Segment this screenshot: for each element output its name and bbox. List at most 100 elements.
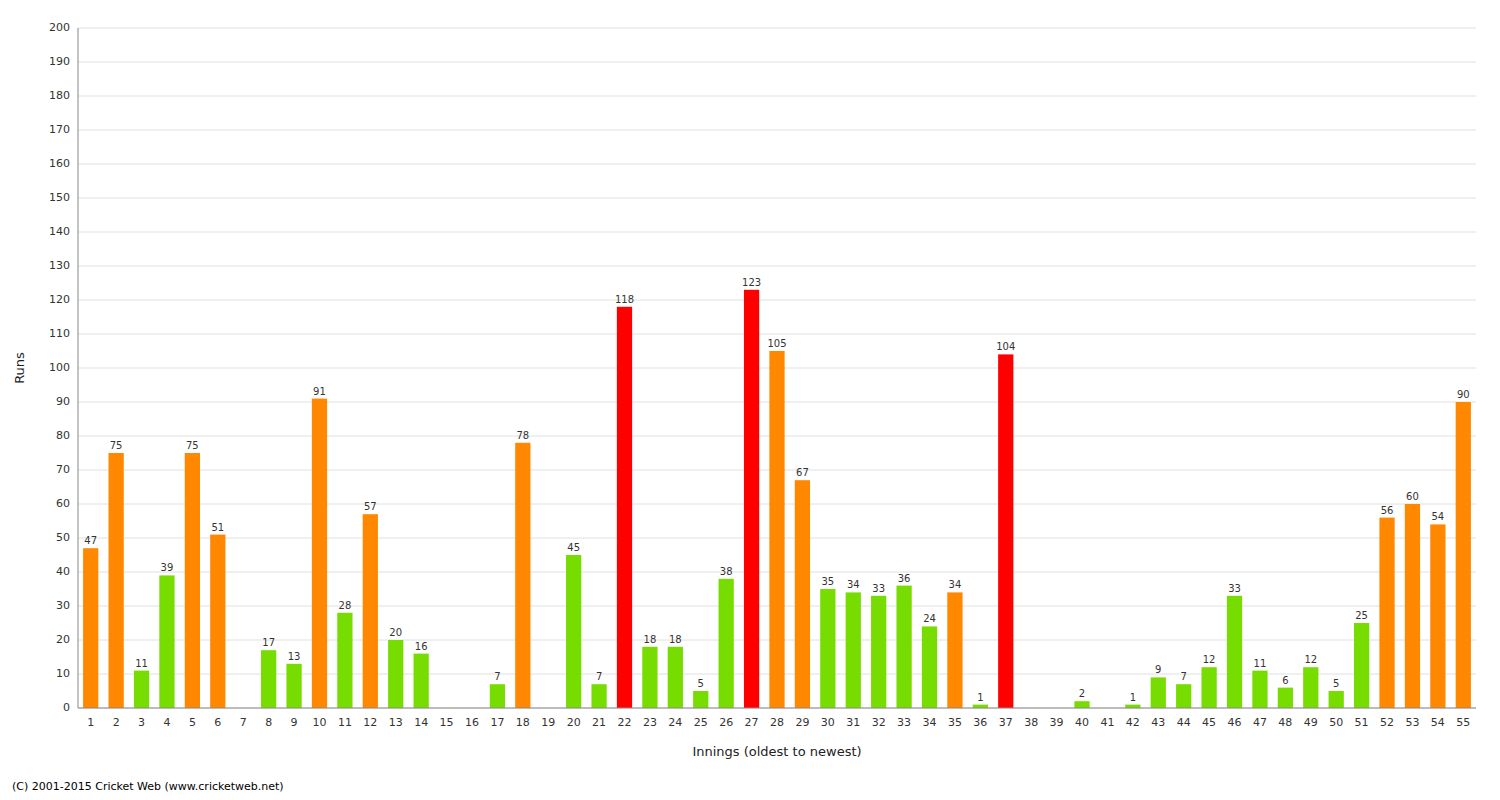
bar [922, 626, 937, 708]
grid-line [78, 198, 1476, 199]
bar [185, 453, 200, 708]
x-tick-label: 5 [189, 716, 196, 729]
y-tick-label: 60 [56, 497, 70, 510]
x-tick-label: 44 [1177, 716, 1191, 729]
grid-line [78, 62, 1476, 63]
data-label: 24 [923, 613, 936, 624]
data-label: 2 [1079, 688, 1085, 699]
grid-line [78, 708, 1476, 709]
y-tick-label: 80 [56, 429, 70, 442]
bar [1227, 596, 1242, 708]
x-tick-label: 45 [1202, 716, 1216, 729]
bar [312, 399, 327, 708]
bar [947, 592, 962, 708]
bar [1430, 524, 1445, 708]
x-tick-label: 13 [389, 716, 403, 729]
data-label: 33 [1228, 583, 1241, 594]
bar [1303, 667, 1318, 708]
bar [414, 654, 429, 708]
data-label: 7 [1181, 671, 1187, 682]
x-tick-label: 30 [821, 716, 835, 729]
x-tick-label: 7 [240, 716, 247, 729]
data-label: 5 [698, 678, 704, 689]
x-tick-label: 46 [1228, 716, 1242, 729]
data-label: 7 [494, 671, 500, 682]
grid-line [78, 164, 1476, 165]
y-tick-label: 50 [56, 531, 70, 544]
x-tick-label: 37 [999, 716, 1013, 729]
y-tick-label: 120 [49, 293, 70, 306]
x-tick-label: 47 [1253, 716, 1267, 729]
bar [337, 613, 352, 708]
bar [642, 647, 657, 708]
data-label: 38 [720, 566, 733, 577]
bar [795, 480, 810, 708]
y-tick-label: 40 [56, 565, 70, 578]
bar [1201, 667, 1216, 708]
bar [719, 579, 734, 708]
y-tick-label: 30 [56, 599, 70, 612]
data-label: 9 [1155, 664, 1161, 675]
x-tick-label: 12 [363, 716, 377, 729]
bar [1252, 671, 1267, 708]
x-tick-label: 24 [668, 716, 682, 729]
bar [159, 575, 174, 708]
x-tick-label: 31 [846, 716, 860, 729]
x-tick-label: 1 [87, 716, 94, 729]
data-label: 17 [262, 637, 275, 648]
bar [1354, 623, 1369, 708]
bar [1176, 684, 1191, 708]
bars [83, 290, 1471, 708]
bar [846, 592, 861, 708]
y-tick-label: 110 [49, 327, 70, 340]
x-tick-label: 48 [1278, 716, 1292, 729]
x-tick-label: 10 [312, 716, 326, 729]
y-axis-title: Runs [12, 352, 27, 384]
x-tick-label: 28 [770, 716, 784, 729]
bar [871, 596, 886, 708]
bar [515, 443, 530, 708]
bar [668, 647, 683, 708]
bar [744, 290, 759, 708]
data-label: 11 [135, 658, 148, 669]
data-label: 67 [796, 467, 809, 478]
grid-line [78, 28, 1476, 29]
x-tick-label: 4 [163, 716, 170, 729]
x-tick-label: 26 [719, 716, 733, 729]
x-tick-label: 53 [1405, 716, 1419, 729]
y-axis-line [78, 28, 79, 708]
x-tick-label: 23 [643, 716, 657, 729]
x-tick-label: 17 [490, 716, 504, 729]
data-label: 78 [516, 430, 529, 441]
data-label: 47 [84, 535, 97, 546]
x-tick-label: 8 [265, 716, 272, 729]
bar [617, 307, 632, 708]
x-tick-label: 18 [516, 716, 530, 729]
data-label: 7 [596, 671, 602, 682]
data-label: 60 [1406, 491, 1419, 502]
x-tick-label: 16 [465, 716, 479, 729]
data-label: 56 [1381, 505, 1394, 516]
x-tick-label: 35 [948, 716, 962, 729]
data-label: 51 [211, 522, 224, 533]
data-label: 105 [767, 338, 786, 349]
bar [286, 664, 301, 708]
x-axis-line [78, 708, 1476, 709]
x-tick-label: 25 [694, 716, 708, 729]
data-label: 11 [1254, 658, 1267, 669]
x-tick-label: 22 [617, 716, 631, 729]
data-label: 45 [567, 542, 580, 553]
bar [210, 535, 225, 708]
bar [820, 589, 835, 708]
data-label: 12 [1304, 654, 1317, 665]
x-tick-label: 33 [897, 716, 911, 729]
data-label: 123 [742, 277, 761, 288]
y-tick-label: 170 [49, 123, 70, 136]
bar [109, 453, 124, 708]
bar [83, 548, 98, 708]
bar [1456, 402, 1471, 708]
grid-line [78, 130, 1476, 131]
bar [998, 354, 1013, 708]
grid-line [78, 334, 1476, 335]
data-label: 28 [339, 600, 352, 611]
